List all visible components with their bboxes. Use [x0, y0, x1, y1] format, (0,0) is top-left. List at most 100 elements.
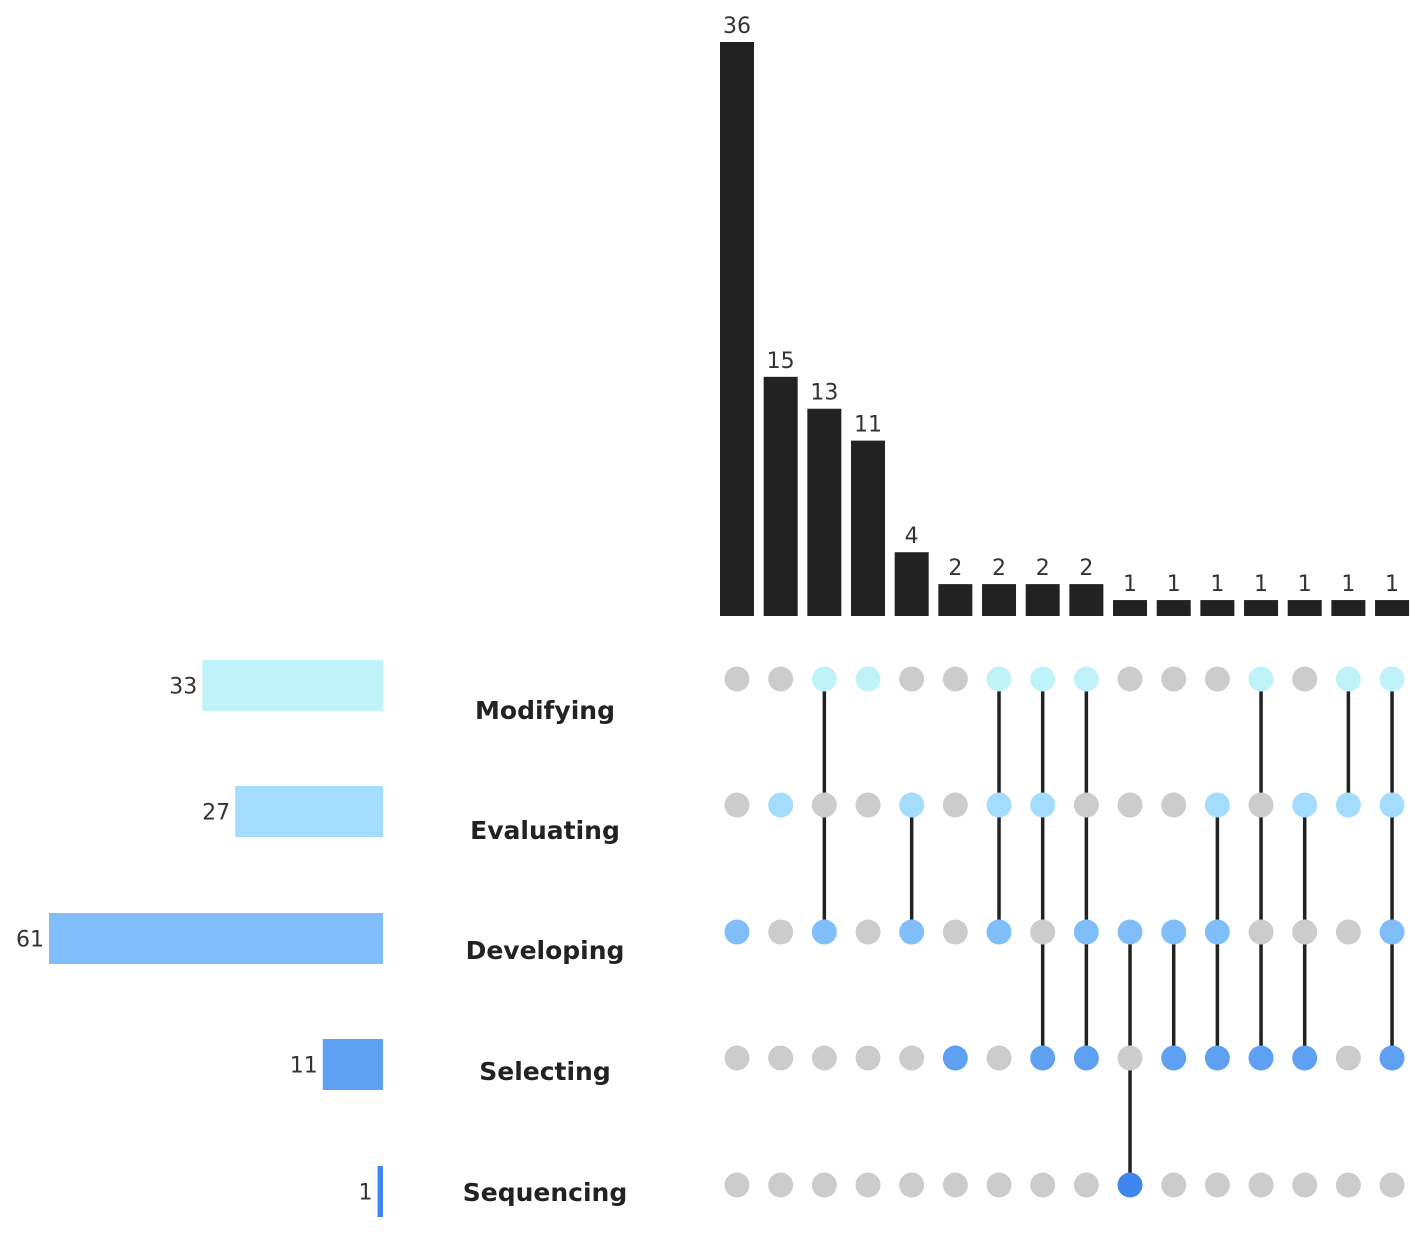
- matrix-dot-inactive-15-sequencing: [1335, 1172, 1361, 1198]
- matrix-dot-inactive-13-sequencing: [1248, 1172, 1274, 1198]
- intersection-bar-16: [1375, 600, 1410, 616]
- set-size-label-selecting: 11: [290, 1054, 318, 1079]
- matrix-dot-inactive-10-selecting: [1117, 1045, 1143, 1071]
- intersection-bar-14: [1287, 600, 1322, 616]
- intersection-bar-11: [1156, 600, 1191, 616]
- matrix-dot-inactive-2-sequencing: [768, 1172, 794, 1198]
- matrix-dot-inactive-4-sequencing: [855, 1172, 881, 1198]
- matrix-dot-inactive-14-developing: [1292, 919, 1318, 945]
- set-size-bar-developing: [49, 913, 383, 964]
- intersection-bar-15: [1331, 600, 1366, 616]
- set-name-evaluating: Evaluating: [470, 816, 620, 845]
- matrix-dot-active-4-modifying: [855, 666, 881, 692]
- matrix-dot-active-5-developing: [899, 919, 925, 945]
- matrix-dot-active-8-selecting: [1030, 1045, 1056, 1071]
- matrix-dot-inactive-1-evaluating: [724, 792, 750, 818]
- matrix-dot-inactive-6-sequencing: [942, 1172, 968, 1198]
- matrix-dot-active-11-developing: [1161, 919, 1187, 945]
- matrix-dot-inactive-4-developing: [855, 919, 881, 945]
- matrix-dot-inactive-15-selecting: [1335, 1045, 1361, 1071]
- matrix-dot-inactive-1-sequencing: [724, 1172, 750, 1198]
- set-labels: Modifying Evaluating Developing Selecting Se…: [463, 696, 628, 1207]
- intersection-bar-label-14: 1: [1298, 572, 1312, 597]
- matrix-dot-active-9-developing: [1073, 919, 1099, 945]
- set-name-developing: Developing: [466, 936, 625, 965]
- matrix-dot-active-15-modifying: [1335, 666, 1361, 692]
- matrix-dot-inactive-15-developing: [1335, 919, 1361, 945]
- intersection-bar-label-8: 2: [1036, 556, 1050, 581]
- intersection-bar-3: [807, 408, 842, 616]
- intersection-bar-8: [1025, 584, 1060, 616]
- intersection-bar-10: [1113, 600, 1148, 616]
- set-name-selecting: Selecting: [479, 1057, 611, 1086]
- matrix-dot-active-2-evaluating: [768, 792, 794, 818]
- matrix-dot-inactive-3-evaluating: [811, 792, 837, 818]
- matrix-dot-inactive-6-developing: [942, 919, 968, 945]
- intersection-bar-13: [1244, 600, 1279, 616]
- matrix-dot-inactive-1-selecting: [724, 1045, 750, 1071]
- matrix-dot-inactive-14-sequencing: [1292, 1172, 1318, 1198]
- matrix-dot-inactive-3-selecting: [811, 1045, 837, 1071]
- intersection-bar-label-16: 1: [1385, 572, 1399, 597]
- matrix-dot-inactive-10-evaluating: [1117, 792, 1143, 818]
- matrix-dot-active-7-modifying: [986, 666, 1012, 692]
- intersection-bar-4: [851, 440, 886, 616]
- matrix-dot-active-12-evaluating: [1204, 792, 1230, 818]
- intersection-bar-12: [1200, 600, 1235, 616]
- matrix-dot-active-1-developing: [724, 919, 750, 945]
- intersection-bar-label-5: 4: [905, 524, 919, 549]
- intersection-bar-label-6: 2: [948, 556, 962, 581]
- set-size-label-evaluating: 27: [202, 801, 230, 826]
- matrix-dot-inactive-14-modifying: [1292, 666, 1318, 692]
- matrix-dot-inactive-3-sequencing: [811, 1172, 837, 1198]
- matrix-dot-active-10-developing: [1117, 919, 1143, 945]
- set-size-bar-selecting: [322, 1039, 383, 1090]
- matrix-dot-active-7-developing: [986, 919, 1012, 945]
- matrix-dot-active-12-selecting: [1204, 1045, 1230, 1071]
- matrix-dot-inactive-5-modifying: [899, 666, 925, 692]
- matrix-dot-inactive-8-developing: [1030, 919, 1056, 945]
- intersection-bar-label-13: 1: [1254, 572, 1268, 597]
- matrix-dot-active-15-evaluating: [1335, 792, 1361, 818]
- intersection-bar-label-11: 1: [1167, 572, 1181, 597]
- matrix-dot-active-16-modifying: [1379, 666, 1405, 692]
- set-size-label-developing: 61: [16, 928, 44, 953]
- matrix-dot-inactive-2-developing: [768, 919, 794, 945]
- matrix-dot-inactive-4-selecting: [855, 1045, 881, 1071]
- matrix-dot-inactive-13-developing: [1248, 919, 1274, 945]
- matrix-dot-active-11-selecting: [1161, 1045, 1187, 1071]
- intersection-bar-2: [763, 376, 798, 616]
- intersection-bar-label-10: 1: [1123, 572, 1137, 597]
- set-size-bar-sequencing: [377, 1166, 383, 1217]
- matrix-dot-inactive-2-modifying: [768, 666, 794, 692]
- matrix-dot-inactive-16-sequencing: [1379, 1172, 1405, 1198]
- matrix-dot-active-5-evaluating: [899, 792, 925, 818]
- intersection-bar-label-3: 13: [810, 381, 838, 406]
- matrix-dot-inactive-2-selecting: [768, 1045, 794, 1071]
- matrix-dot-inactive-9-sequencing: [1073, 1172, 1099, 1198]
- matrix-dot-active-14-selecting: [1292, 1045, 1318, 1071]
- matrix-dot-active-16-selecting: [1379, 1045, 1405, 1071]
- matrix-dot-active-6-selecting: [942, 1045, 968, 1071]
- intersection-bar-1: [720, 42, 754, 616]
- intersection-bar-label-12: 1: [1210, 572, 1224, 597]
- set-name-modifying: Modifying: [475, 696, 615, 725]
- intersection-bar-5: [894, 552, 929, 616]
- intersection-bar-label-7: 2: [992, 556, 1006, 581]
- matrix-dot-active-9-selecting: [1073, 1045, 1099, 1071]
- intersection-matrix: [724, 666, 1405, 1198]
- matrix-dot-active-7-evaluating: [986, 792, 1012, 818]
- intersection-bar-label-15: 1: [1341, 572, 1355, 597]
- intersection-bar-7: [982, 584, 1017, 616]
- set-name-sequencing: Sequencing: [463, 1178, 628, 1207]
- matrix-dot-inactive-11-sequencing: [1161, 1172, 1187, 1198]
- matrix-dot-active-8-modifying: [1030, 666, 1056, 692]
- matrix-dot-active-12-developing: [1204, 919, 1230, 945]
- set-size-label-modifying: 33: [169, 675, 197, 700]
- matrix-dot-inactive-13-evaluating: [1248, 792, 1274, 818]
- matrix-dot-active-9-modifying: [1073, 666, 1099, 692]
- matrix-dot-active-14-evaluating: [1292, 792, 1318, 818]
